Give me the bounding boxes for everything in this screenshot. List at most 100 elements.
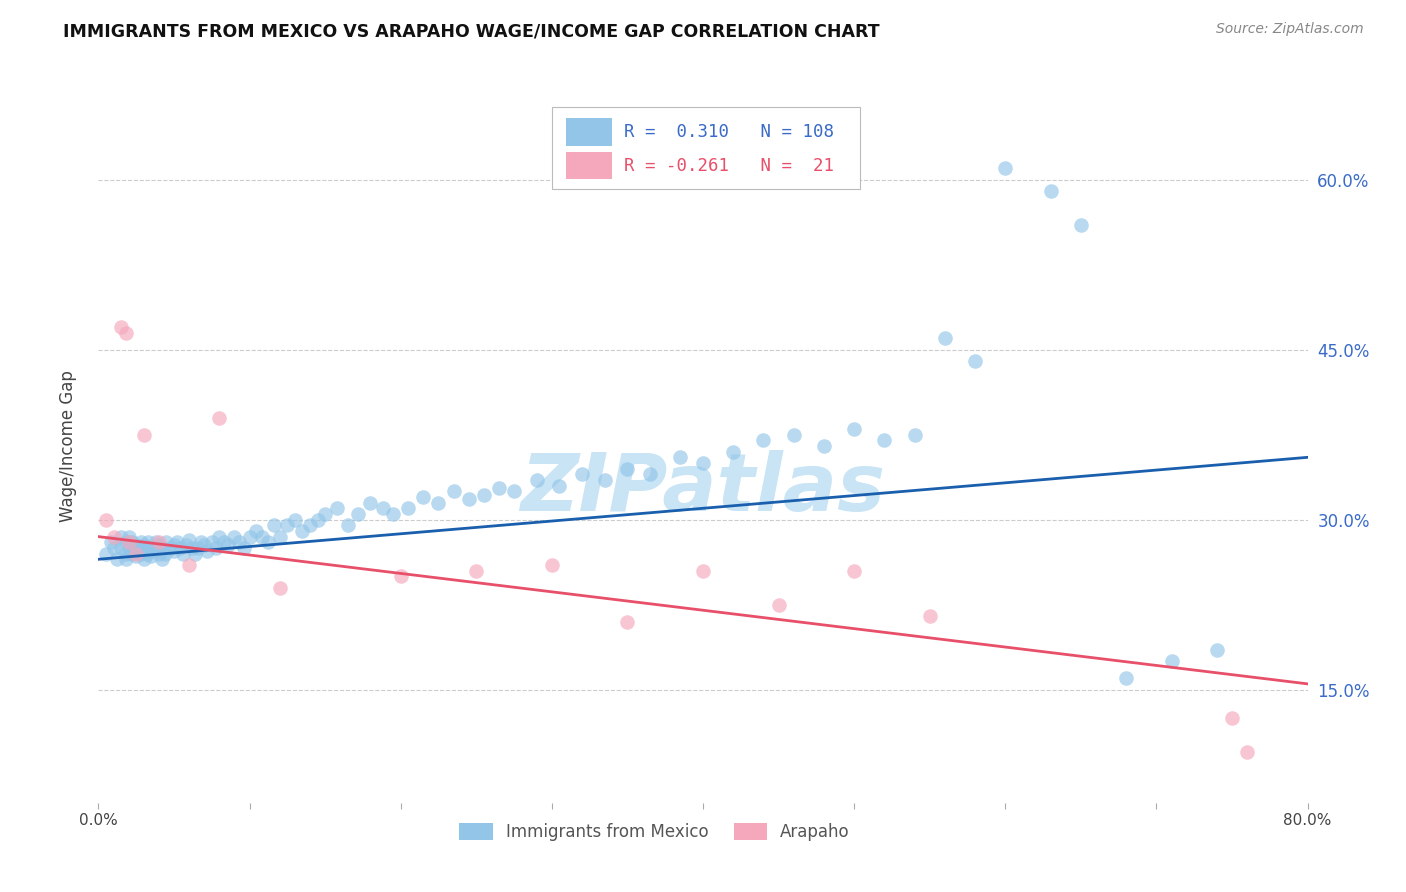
Point: [148, 535, 170, 549]
Point: [148, 537, 170, 551]
Point: [179, 533, 201, 547]
Point: [994, 161, 1017, 176]
Point: [153, 547, 176, 561]
Point: [540, 558, 562, 572]
Point: [132, 427, 155, 442]
Point: [160, 541, 183, 555]
Point: [121, 541, 143, 555]
Point: [360, 495, 382, 509]
Point: [224, 530, 246, 544]
FancyBboxPatch shape: [551, 107, 860, 189]
Point: [269, 530, 291, 544]
Text: Source: ZipAtlas.com: Source: ZipAtlas.com: [1216, 22, 1364, 37]
Point: [844, 422, 866, 436]
Point: [125, 544, 148, 558]
Point: [212, 535, 235, 549]
Point: [526, 473, 548, 487]
Point: [326, 501, 349, 516]
Point: [269, 581, 291, 595]
Point: [141, 549, 163, 563]
Point: [110, 541, 132, 555]
Point: [844, 564, 866, 578]
Point: [172, 547, 194, 561]
Point: [276, 518, 298, 533]
Point: [193, 537, 215, 551]
Point: [105, 552, 128, 566]
Bar: [567, 152, 613, 179]
Point: [669, 450, 692, 465]
Point: [382, 507, 405, 521]
Point: [148, 547, 170, 561]
Point: [132, 552, 155, 566]
Point: [904, 427, 927, 442]
Point: [125, 547, 148, 561]
Point: [190, 535, 212, 549]
Point: [166, 535, 188, 549]
Point: [208, 410, 231, 425]
Point: [94, 547, 117, 561]
Point: [245, 524, 267, 538]
Bar: [567, 119, 613, 145]
Point: [181, 541, 204, 555]
Point: [768, 598, 790, 612]
Point: [389, 569, 412, 583]
Point: [143, 541, 166, 555]
Point: [128, 541, 150, 555]
Point: [548, 478, 571, 492]
Point: [110, 320, 132, 334]
Point: [103, 541, 125, 555]
Point: [141, 544, 163, 558]
Point: [174, 537, 197, 551]
Point: [132, 544, 155, 558]
Point: [239, 530, 262, 544]
Text: R =  0.310   N = 108: R = 0.310 N = 108: [624, 123, 834, 141]
Point: [783, 427, 806, 442]
Point: [184, 547, 207, 561]
Point: [121, 547, 143, 561]
Point: [187, 541, 209, 555]
Point: [114, 326, 136, 340]
Point: [488, 481, 510, 495]
Point: [135, 547, 157, 561]
Point: [299, 518, 322, 533]
Point: [208, 530, 231, 544]
Point: [129, 535, 152, 549]
Point: [217, 537, 239, 551]
Point: [263, 518, 285, 533]
Point: [723, 444, 745, 458]
Point: [118, 530, 141, 544]
Point: [371, 501, 394, 516]
Point: [125, 537, 148, 551]
Point: [307, 513, 329, 527]
Point: [125, 549, 148, 563]
Point: [472, 488, 495, 502]
Point: [205, 541, 228, 555]
Point: [638, 467, 661, 482]
Point: [250, 530, 273, 544]
Point: [692, 564, 714, 578]
Point: [136, 535, 159, 549]
Point: [918, 608, 941, 623]
Legend: Immigrants from Mexico, Arapaho: Immigrants from Mexico, Arapaho: [453, 816, 856, 848]
Point: [150, 552, 173, 566]
Point: [163, 544, 186, 558]
Point: [155, 535, 177, 549]
Point: [118, 541, 141, 555]
Point: [1070, 218, 1092, 232]
Point: [201, 535, 224, 549]
Point: [284, 513, 307, 527]
Text: R = -0.261   N =  21: R = -0.261 N = 21: [624, 157, 834, 175]
Point: [443, 484, 465, 499]
Point: [616, 461, 638, 475]
Point: [1160, 654, 1182, 668]
Point: [396, 501, 419, 516]
Point: [132, 537, 155, 551]
Point: [616, 615, 638, 629]
Point: [110, 530, 132, 544]
Point: [427, 495, 450, 509]
Point: [118, 535, 141, 549]
Point: [1220, 711, 1243, 725]
Point: [114, 547, 136, 561]
Point: [129, 547, 152, 561]
Point: [228, 535, 250, 549]
